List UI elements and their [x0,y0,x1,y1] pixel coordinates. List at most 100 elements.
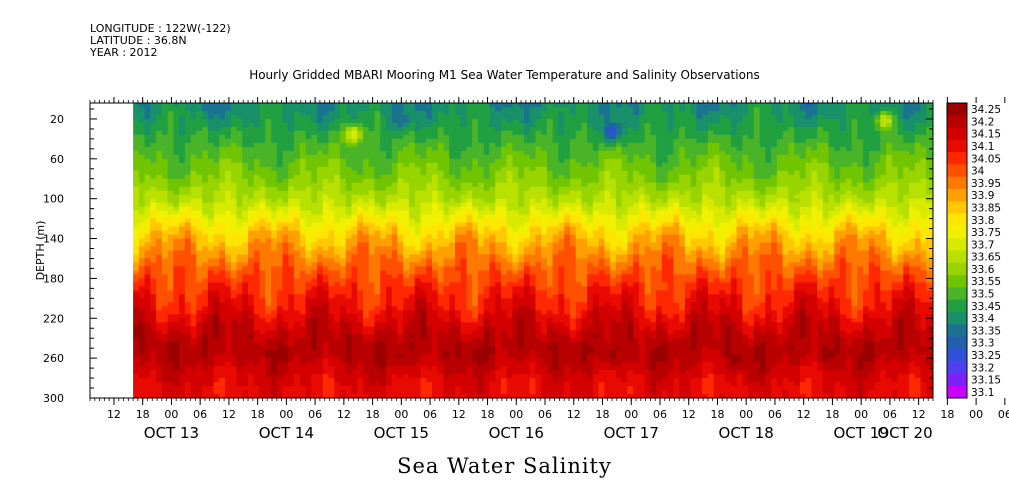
heatmap-cell-3993 [437,386,444,391]
heatmap-cell-504 [167,342,174,347]
heatmap-cell-2234 [305,158,312,164]
heatmap-cell-2809 [345,386,353,391]
heatmap-cell-1268 [230,142,238,148]
heatmap-cell-1476 [242,382,249,387]
heatmap-cell-3143 [374,242,381,248]
heatmap-cell-4397 [472,226,479,232]
heatmap-cell-3330 [391,103,399,108]
heatmap-cell-2411 [317,274,324,279]
heatmap-cell-7 [133,130,140,136]
heatmap-cell-1040 [213,118,220,124]
heatmap-cell-3637 [414,146,421,152]
heatmap-cell-4505 [477,362,485,367]
heatmap-cell-870 [196,326,203,331]
heatmap-cell-2987 [363,210,370,216]
heatmap-cell-3416 [397,150,404,156]
heatmap-cell-1466 [242,342,249,347]
heatmap-cell-2085 [294,154,301,160]
heatmap-cell-328 [156,230,163,236]
heatmap-cell-843 [196,218,203,224]
heatmap-cell-4447 [477,130,485,136]
heatmap-cell-4290 [460,390,467,395]
heatmap-cell-3262 [386,126,393,132]
heatmap-cell-3754 [420,318,427,323]
heatmap-cell-666 [184,103,192,108]
heatmap-cell-3980 [437,334,444,339]
heatmap-cell-2892 [357,126,364,132]
heatmap-cell-4954 [512,382,519,387]
heatmap-cell-935 [202,290,209,295]
heatmap-cell-4746 [500,142,508,148]
heatmap-cell-170 [144,190,151,196]
heatmap-cell-2522 [328,126,335,132]
heatmap-cell-4860 [506,302,513,307]
heatmap-cell-596 [179,118,186,124]
heatmap-cell-2636 [334,286,341,291]
heatmap-cell-1074 [213,254,220,259]
heatmap-cell-3404 [397,103,404,108]
heatmap-cell-3982 [437,342,444,347]
heatmap-cell-1094 [213,334,220,339]
heatmap-cell-1026 [207,358,215,363]
heatmap-cell-1468 [242,350,249,355]
heatmap-cell-647 [179,322,186,327]
heatmap-cell-766 [190,206,197,212]
heatmap-cell-2786 [345,294,353,299]
heatmap-cell-3011 [363,306,370,311]
heatmap-cell-3619 [409,370,416,375]
heatmap-cell-1472 [242,366,249,371]
heatmap-cell-2333 [311,258,318,263]
heatmap-cell-1666 [259,254,266,259]
heatmap-cell-2151 [299,122,307,128]
heatmap-cell-2443 [322,106,330,112]
heatmap-cell-203 [144,322,151,327]
heatmap-cell-4024 [443,214,450,220]
heatmap-cell-4979 [518,186,525,192]
heatmap-cell-2212 [299,366,307,371]
heatmap-cell-4708 [495,286,502,291]
heatmap-cell-4616 [489,214,496,220]
heatmap-cell-237 [150,162,157,168]
heatmap-cell-1895 [276,282,284,287]
heatmap-cell-3751 [420,306,427,311]
heatmap-cell-1034 [207,390,215,395]
heatmap-cell-1781 [271,122,278,128]
heatmap-cell-1161 [219,306,226,311]
heatmap-cell-3830 [426,326,433,331]
heatmap-cell-2179 [299,234,307,240]
heatmap-cell-999 [207,250,215,255]
heatmap-cell-2062 [288,358,295,363]
heatmap-cell-4504 [477,358,485,363]
heatmap-cell-4598 [489,142,496,148]
heatmap-cell-585 [173,370,180,375]
heatmap-cell-1254 [225,382,232,387]
heatmap-cell-509 [167,362,174,367]
heatmap-cell-781 [190,266,197,271]
heatmap-cell-3297 [386,266,393,271]
heatmap-cell-832 [196,174,203,180]
heatmap-cell-4476 [477,246,485,251]
heatmap-cell-1117 [219,130,226,136]
heatmap-cell-2026 [288,214,295,220]
heatmap-cell-2795 [345,330,353,335]
heatmap-cell-863 [196,298,203,303]
heatmap-cell-4684 [495,190,502,196]
heatmap-cell-3514 [403,246,410,251]
heatmap-cell-4721 [495,338,502,343]
heatmap-cell-1796 [271,182,278,188]
heatmap-cell-989 [207,210,215,216]
heatmap-cell-4347 [466,322,473,327]
heatmap-cell-2081 [294,138,301,144]
heatmap-cell-117 [138,274,146,279]
heatmap-cell-901 [202,154,209,160]
heatmap-cell-179 [144,226,151,232]
heatmap-cell-1491 [248,146,255,152]
heatmap-cell-3009 [363,298,370,303]
heatmap-cell-4036 [443,262,450,267]
heatmap-cell-3757 [420,330,427,335]
heatmap-cell-2245 [305,202,312,208]
heatmap-cell-582 [173,358,180,363]
heatmap-cell-1599 [253,282,261,287]
heatmap-cell-90 [138,166,146,172]
heatmap-cell-2022 [288,198,295,204]
